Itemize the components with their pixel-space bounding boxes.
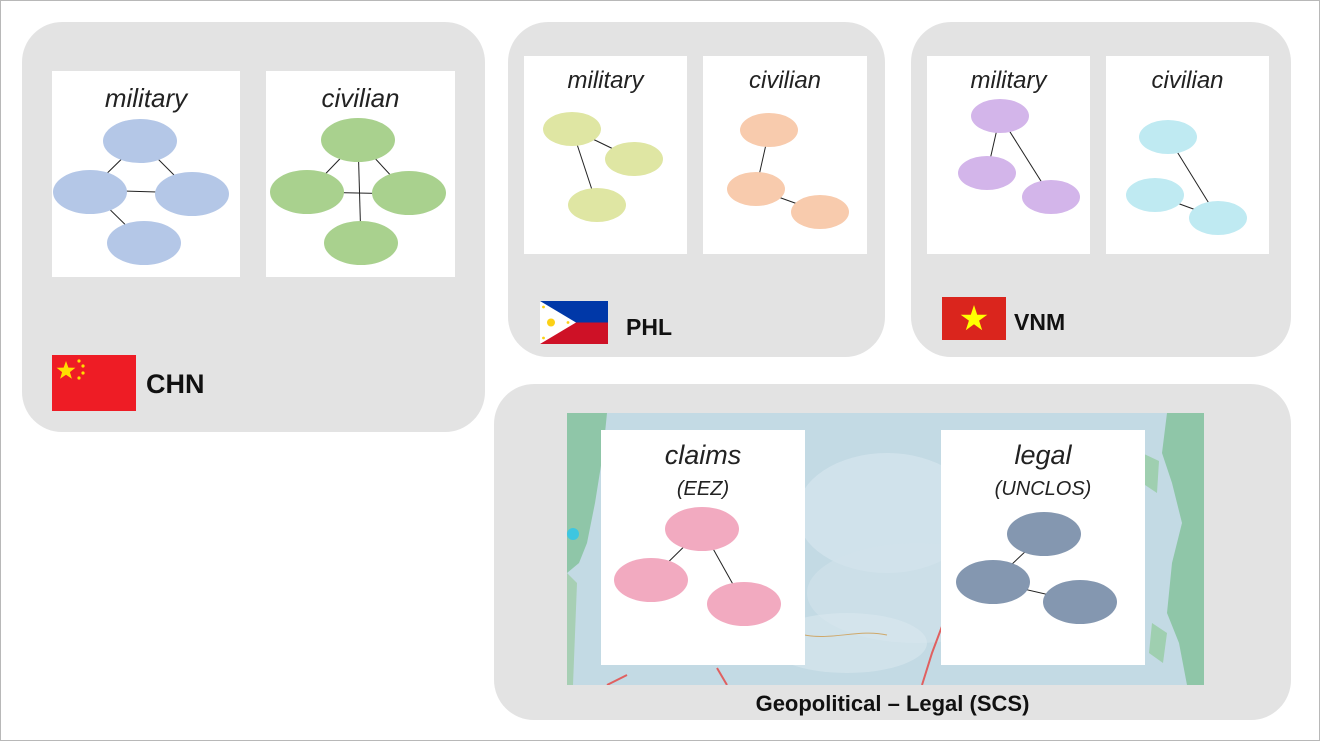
claims-node	[665, 507, 739, 551]
vnm-military-card: military	[927, 56, 1090, 254]
legal-network	[956, 512, 1117, 624]
legal-title: legal	[1014, 440, 1072, 470]
phl-civilian-network	[727, 113, 849, 229]
phl-military-node	[543, 112, 601, 146]
chn-military-title: military	[104, 83, 188, 113]
chn-group: military civilian	[22, 22, 485, 432]
chn-code: CHN	[146, 369, 205, 399]
phl-civilian-card: civilian	[703, 56, 867, 254]
chn-civilian-title: civilian	[321, 83, 400, 113]
vnm-civilian-node	[1139, 120, 1197, 154]
chn-military-node	[107, 221, 181, 265]
legal-node	[1007, 512, 1081, 556]
chn-civilian-node	[372, 171, 446, 215]
phl-civilian-title: civilian	[748, 67, 822, 94]
vietnam-flag	[942, 297, 1006, 340]
phl-military-title: military	[567, 67, 644, 94]
chn-military-node	[155, 172, 229, 216]
vnm-code: VNM	[1014, 309, 1066, 335]
legal-card: legal (UNCLOS)	[941, 430, 1145, 665]
chn-military-node	[103, 119, 177, 163]
phl-military-node	[568, 188, 626, 222]
chn-civilian-node	[270, 170, 344, 214]
claims-node	[707, 582, 781, 626]
phl-military-card: military	[524, 56, 687, 254]
chn-military-network	[53, 119, 229, 265]
chn-civilian-card: civilian	[266, 71, 455, 277]
chn-civilian-node	[324, 221, 398, 265]
vnm-civilian-node	[1189, 201, 1247, 235]
vnm-military-node	[958, 156, 1016, 190]
phl-civilian-node	[727, 172, 785, 206]
chn-civilian-network	[270, 118, 446, 265]
vnm-civilian-title: civilian	[1151, 67, 1224, 94]
scs-label: Geopolitical – Legal (SCS)	[755, 691, 1030, 716]
vnm-military-node	[971, 99, 1029, 133]
chn-military-card: military	[52, 71, 240, 277]
phl-military-network	[543, 112, 663, 222]
vnm-military-title: military	[970, 67, 1047, 94]
claims-network	[614, 507, 781, 626]
legal-node	[1043, 580, 1117, 624]
vnm-group: military civilian VNM	[911, 22, 1291, 357]
chn-civilian-node	[321, 118, 395, 162]
phl-military-node	[605, 142, 663, 176]
phl-civilian-node	[740, 113, 798, 147]
china-flag	[52, 355, 136, 411]
claims-card: claims (EEZ)	[601, 430, 805, 665]
vnm-civilian-node	[1126, 178, 1184, 212]
claims-title: claims	[664, 440, 742, 470]
philippines-flag	[540, 301, 608, 344]
claims-node	[614, 558, 688, 602]
chn-military-node	[53, 170, 127, 214]
scs-group: claims (EEZ) legal (UNCLOS) Geopolitical…	[494, 384, 1291, 720]
claims-subtitle: (EEZ)	[676, 478, 730, 500]
phl-group: military civilian PHL	[508, 22, 885, 357]
vnm-civilian-card: civilian	[1106, 56, 1269, 254]
phl-civilian-node	[791, 195, 849, 229]
vnm-civilian-network	[1126, 120, 1247, 235]
legal-subtitle: (UNCLOS)	[994, 478, 1092, 500]
legal-node	[956, 560, 1030, 604]
vnm-military-node	[1022, 180, 1080, 214]
phl-code: PHL	[626, 314, 672, 340]
vnm-military-network	[958, 99, 1080, 214]
